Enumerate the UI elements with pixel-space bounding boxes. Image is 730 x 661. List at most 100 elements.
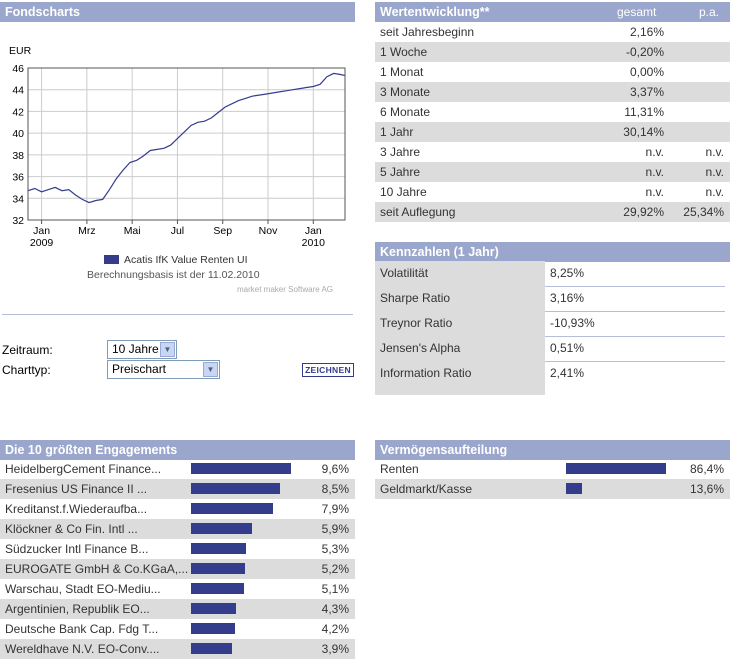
performance-gesamt: n.v. (645, 165, 664, 179)
legend-swatch (104, 255, 119, 264)
engagement-row: Kreditanst.f.Wiederaufba... 7,9% (0, 499, 355, 519)
kennzahl-row: Volatilität 8,25% (375, 261, 725, 286)
fondscharts-header: Fondscharts (0, 2, 355, 22)
performance-row: 10 Jahre n.v. n.v. (375, 182, 730, 202)
performance-pa: n.v. (705, 145, 724, 159)
kennzahl-separator (545, 311, 725, 312)
performance-row: seit Auflegung 29,92% 25,34% (375, 202, 730, 222)
performance-period: 3 Monate (380, 85, 431, 99)
allocation-value: 86,4% (689, 462, 724, 476)
performance-row: 5 Jahre n.v. n.v. (375, 162, 730, 182)
engagement-name: Kreditanst.f.Wiederaufba... (5, 502, 148, 516)
charttyp-select[interactable]: Preischart ▼ (107, 360, 220, 379)
x-tick-label: Jan (33, 225, 50, 237)
col-pa-header: p.a. (699, 5, 720, 19)
kennzahl-value: 8,25% (550, 266, 585, 280)
engagement-name: Wereldhave N.V. EO-Conv.... (5, 642, 160, 656)
performance-pa: 25,34% (683, 205, 724, 219)
engagement-name: HeidelbergCement Finance... (5, 462, 162, 476)
performance-period: 1 Jahr (380, 125, 414, 139)
kennzahl-label: Treynor Ratio (380, 316, 453, 330)
y-tick-label: 34 (12, 193, 24, 205)
performance-period: 10 Jahre (380, 185, 427, 199)
performance-period: seit Jahresbeginn (380, 25, 475, 39)
engagement-name: Südzucker Intl Finance B... (5, 542, 149, 556)
engagement-bar (191, 523, 252, 534)
engagement-name: Argentinien, Republik EO... (5, 602, 150, 616)
performance-pa: n.v. (705, 185, 724, 199)
y-tick-label: 42 (12, 106, 24, 118)
allocation-row: Renten 86,4% (375, 459, 730, 479)
kennzahl-row: Jensen's Alpha 0,51% (375, 336, 725, 361)
performance-gesamt: 0,00% (629, 65, 664, 79)
engagement-bar (191, 623, 235, 634)
zeitraum-value: 10 Jahre (112, 342, 159, 356)
engagement-bar (191, 543, 246, 554)
engagement-row: Argentinien, Republik EO... 4,3% (0, 599, 355, 619)
engagement-row: Deutsche Bank Cap. Fdg T... 4,2% (0, 619, 355, 639)
vermoegen-title: Vermögensaufteilung (380, 443, 508, 457)
allocation-name: Geldmarkt/Kasse (380, 482, 473, 496)
engagement-bar (191, 583, 244, 594)
engagement-row: HeidelbergCement Finance... 9,6% (0, 459, 355, 479)
engagement-value: 5,9% (321, 522, 349, 536)
fondscharts-title: Fondscharts (5, 5, 81, 19)
x-tick-year: 2009 (30, 237, 54, 249)
performance-row: 3 Jahre n.v. n.v. (375, 142, 730, 162)
plot-border (27, 67, 346, 221)
price-series-line (27, 72, 346, 204)
kennzahl-row: Information Ratio 2,41% (375, 361, 725, 386)
engagement-bar (191, 483, 280, 494)
engagement-bar (191, 603, 236, 614)
kennzahl-separator (545, 336, 725, 337)
engagement-value: 4,2% (321, 622, 349, 636)
kennzahl-row: Sharpe Ratio 3,16% (375, 286, 725, 311)
performance-gesamt: n.v. (645, 145, 664, 159)
engagements-title: Die 10 größten Engagements (5, 443, 178, 457)
chevron-down-icon[interactable]: ▼ (160, 342, 175, 357)
kennzahl-label: Sharpe Ratio (380, 291, 451, 305)
y-tick-label: 38 (12, 150, 24, 162)
engagement-name: Klöckner & Co Fin. Intl ... (5, 522, 138, 536)
performance-gesamt: 3,37% (629, 85, 664, 99)
y-axis-unit: EUR (9, 45, 32, 57)
kennzahl-value: -10,93% (550, 316, 595, 330)
kennzahl-value: 0,51% (550, 341, 585, 355)
engagement-row: Klöckner & Co Fin. Intl ... 5,9% (0, 519, 355, 539)
zeichnen-button[interactable]: ZEICHNEN (302, 363, 354, 377)
engagement-row: Wereldhave N.V. EO-Conv.... 3,9% (0, 639, 355, 659)
engagement-bar (191, 643, 232, 654)
y-tick-label: 32 (12, 215, 24, 227)
performance-row: seit Jahresbeginn 2,16% (375, 22, 730, 42)
performance-row: 1 Woche -0,20% (375, 42, 730, 62)
engagement-row: Südzucker Intl Finance B... 5,3% (0, 539, 355, 559)
chevron-down-icon[interactable]: ▼ (203, 362, 218, 377)
performance-row: 1 Monat 0,00% (375, 62, 730, 82)
engagement-row: EUROGATE GmbH & Co.KGaA,... 5,2% (0, 559, 355, 579)
allocation-name: Renten (380, 462, 419, 476)
performance-period: 5 Jahre (380, 165, 421, 179)
kennzahl-separator (545, 361, 725, 362)
kennzahl-row: Treynor Ratio -10,93% (375, 311, 725, 336)
engagement-bar (191, 563, 245, 574)
engagement-name: Warschau, Stadt EO-Mediu... (5, 582, 161, 596)
performance-gesamt: 29,92% (623, 205, 664, 219)
performance-period: 1 Monat (380, 65, 424, 79)
zeitraum-select[interactable]: 10 Jahre ▼ (107, 340, 177, 359)
engagement-value: 3,9% (321, 642, 349, 656)
performance-gesamt: n.v. (645, 185, 664, 199)
performance-gesamt: 11,31% (624, 105, 664, 119)
allocation-value: 13,6% (689, 482, 724, 496)
performance-row: 3 Monate 3,37% (375, 82, 730, 102)
y-tick-label: 36 (12, 172, 24, 184)
engagement-value: 5,3% (321, 542, 349, 556)
y-tick-label: 46 (12, 63, 24, 75)
performance-period: 3 Jahre (380, 145, 421, 159)
performance-pa: n.v. (705, 165, 724, 179)
kennzahl-label: Jensen's Alpha (380, 341, 461, 355)
charttyp-value: Preischart (112, 362, 167, 376)
allocation-bar (566, 483, 582, 494)
zeitraum-label: Zeitraum: (2, 343, 53, 357)
performance-period: 6 Monate (380, 105, 431, 119)
